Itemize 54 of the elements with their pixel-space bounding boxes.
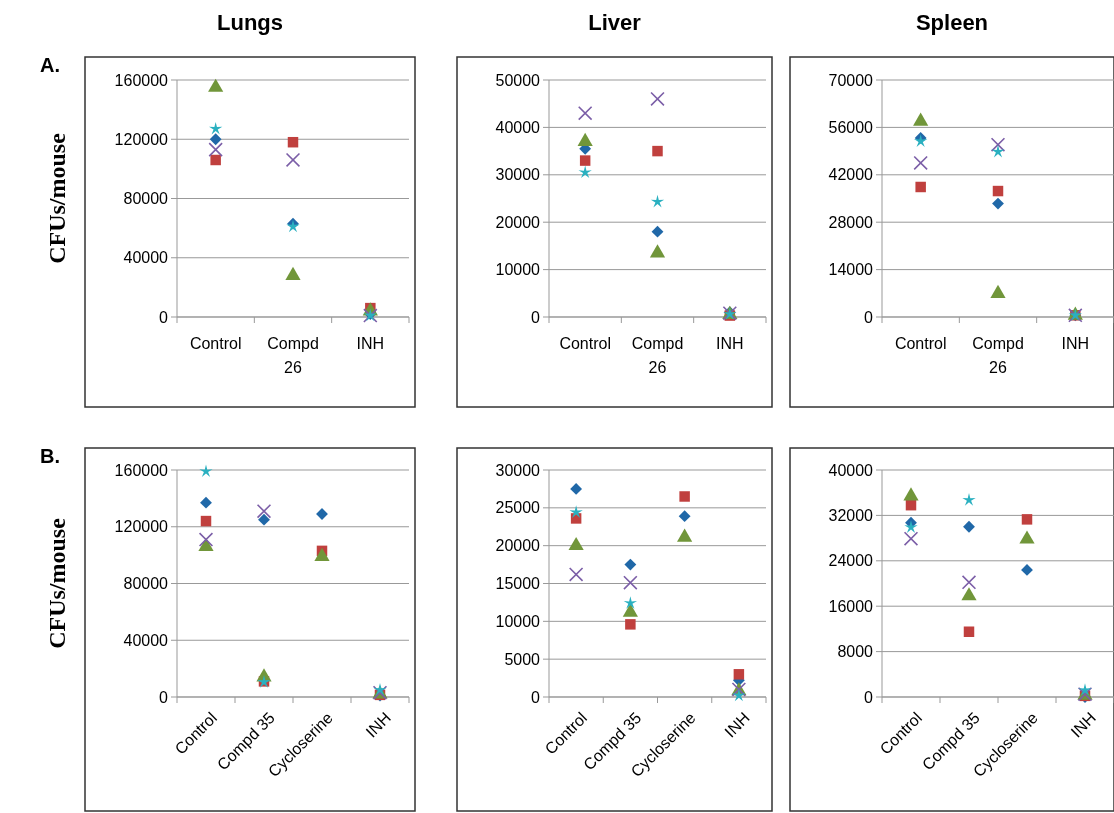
y-axis-title: CFUs/mouse [44, 132, 70, 264]
x-tick-label: INH [721, 709, 753, 741]
text: A. [40, 54, 60, 76]
y-tick-label: 30000 [495, 461, 541, 479]
x-tick-label: Control [189, 335, 242, 352]
y-tick-label: 160000 [114, 71, 169, 89]
chart-title: Spleen [915, 10, 989, 35]
y-tick-label: 24000 [828, 552, 874, 570]
y-tick-label: 0 [864, 688, 874, 706]
y-tick-label: 5000 [504, 650, 541, 668]
y-tick-label: 120000 [114, 518, 169, 536]
y-tick-label: 10000 [495, 261, 541, 279]
y-tick-label: 16000 [828, 597, 874, 615]
x-tick-label: INH [1067, 709, 1100, 741]
text: B. [40, 445, 60, 467]
y-tick-label: 40000 [495, 119, 541, 136]
y-tick-label: 120000 [114, 130, 169, 148]
y-tick-label: 28000 [828, 213, 874, 231]
x-tick-label: INH [1061, 335, 1090, 352]
y-tick-label: 10000 [495, 612, 541, 630]
x-tick-label: INH [716, 335, 744, 352]
y-tick-label: 15000 [495, 575, 541, 593]
y-tick-label: 80000 [123, 190, 169, 208]
y-tick-label: 0 [864, 308, 874, 326]
y-tick-label: 0 [531, 688, 541, 706]
y-tick-label: 40000 [123, 249, 169, 267]
y-tick-label: 14000 [828, 261, 874, 279]
x-tick-label: Control [894, 335, 947, 352]
y-tick-label: 0 [531, 308, 541, 326]
y-tick-label: 40000 [828, 461, 874, 479]
x-tick-label: Compd 26 [972, 335, 1024, 376]
x-tick-label: Control [559, 335, 611, 352]
chart-title: Lungs [217, 10, 283, 35]
chart-title: Liver [588, 10, 642, 35]
x-tick-label: Compd 26 [267, 335, 319, 376]
y-axis-title: CFUs/mouse [44, 517, 70, 649]
y-tick-label: 20000 [495, 537, 541, 555]
y-tick-label: 160000 [114, 461, 169, 479]
y-tick-label: 70000 [828, 71, 874, 89]
y-tick-label: 50000 [495, 71, 541, 89]
y-tick-label: 8000 [837, 643, 874, 661]
y-tick-label: 40000 [123, 631, 169, 649]
y-tick-label: 25000 [495, 499, 541, 517]
y-tick-label: 32000 [828, 507, 874, 524]
y-tick-label: 42000 [828, 166, 874, 184]
y-tick-label: 20000 [495, 213, 541, 231]
x-tick-label: INH [362, 709, 395, 741]
y-tick-label: 0 [159, 308, 169, 326]
y-tick-label: 0 [159, 688, 169, 706]
y-tick-label: 30000 [495, 166, 541, 184]
y-tick-label: 80000 [123, 575, 169, 593]
y-tick-label: 56000 [828, 119, 874, 136]
x-tick-label: INH [356, 335, 385, 352]
x-tick-label: Compd 26 [631, 335, 684, 376]
